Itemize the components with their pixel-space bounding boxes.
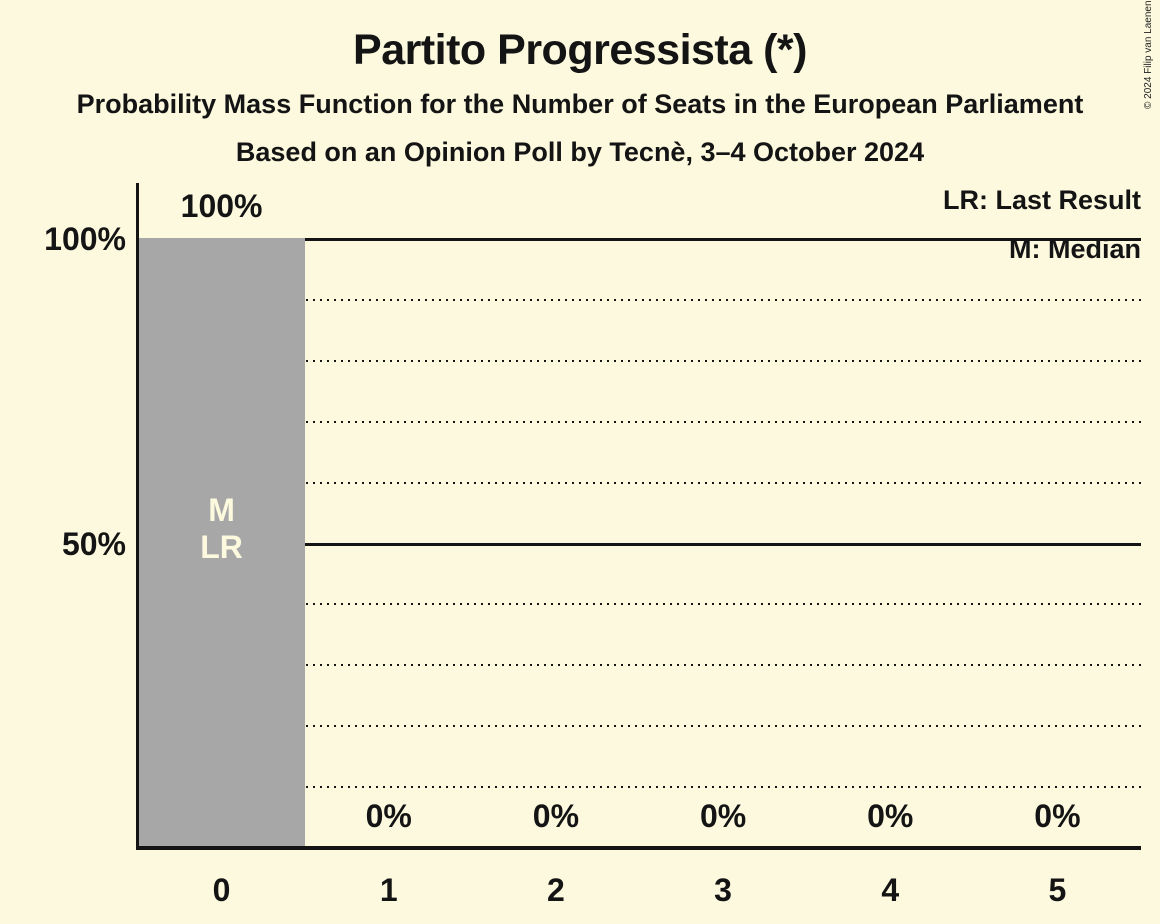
- median-lastresult-annotation: M LR: [200, 492, 243, 565]
- bar-value-label-4: 0%: [867, 798, 914, 834]
- y-axis-label-100: 100%: [44, 221, 126, 257]
- x-tick-label-1: 1: [379, 872, 398, 908]
- chart-poll-info: Based on an Opinion Poll by Tecnè, 3–4 O…: [235, 137, 925, 167]
- gridline-dotted-90: [138, 298, 1141, 301]
- bar-value-label-1: 0%: [365, 798, 412, 834]
- chart-title: Partito Progressista (*): [353, 26, 807, 74]
- bar-0-seats: [139, 238, 306, 847]
- x-tick-label-3: 3: [714, 872, 732, 908]
- gridline-dotted-10: [138, 786, 1141, 789]
- gridline-dotted-70: [138, 420, 1141, 423]
- x-axis-line: [136, 845, 1141, 850]
- gridline-dotted-20: [138, 725, 1141, 728]
- y-axis-label-50: 50%: [61, 525, 126, 562]
- y-axis-line: [136, 183, 139, 849]
- gridline-dotted-40: [138, 603, 1141, 606]
- x-tick-label-2: 2: [547, 872, 565, 908]
- gridline-solid-50: [138, 542, 1141, 546]
- gridline-dotted-80: [138, 359, 1141, 362]
- legend-last-result: LR: Last Result: [942, 185, 1141, 215]
- x-tick-label-0: 0: [212, 872, 231, 908]
- gridline-solid-100: [138, 238, 1141, 241]
- bar-value-label-3: 0%: [699, 798, 747, 834]
- x-tick-label-5: 5: [1048, 872, 1067, 908]
- bar-value-label-2: 0%: [532, 798, 580, 834]
- gridline-dotted-30: [138, 664, 1141, 667]
- bar-value-label-0: 100%: [180, 188, 263, 224]
- x-tick-label-4: 4: [881, 872, 900, 908]
- gridline-dotted-60: [138, 481, 1141, 484]
- chart-subtitle: Probability Mass Function for the Number…: [76, 89, 1084, 119]
- legend-median: M: Median: [1009, 234, 1141, 264]
- bar-value-label-5: 0%: [1034, 798, 1081, 834]
